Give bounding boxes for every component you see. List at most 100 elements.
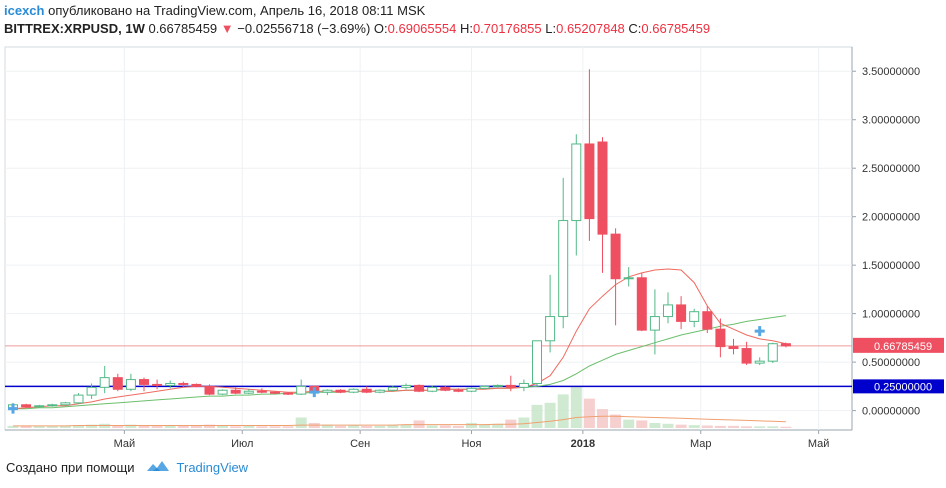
volume-bar — [7, 425, 19, 428]
current-price-label: 0.66785459 — [874, 341, 932, 353]
volume-bar — [728, 425, 739, 428]
volume-bar — [570, 386, 582, 428]
plot-frame — [4, 46, 853, 431]
high-label: H: — [459, 21, 473, 36]
volume-bar — [754, 426, 766, 428]
candle-up — [532, 340, 542, 384]
volume-bar — [662, 423, 674, 428]
volume-bar — [741, 426, 753, 428]
candlestick-chart[interactable]: 3.50000000 3.00000000 2.50000000 2.00000000… — [0, 42, 946, 456]
candle-up — [663, 304, 673, 318]
candle-down — [414, 384, 425, 392]
candle-down — [283, 392, 294, 395]
candle-down — [505, 384, 516, 388]
x-tick-label: Май — [808, 438, 830, 450]
volume-bar — [33, 426, 45, 428]
candle-down — [256, 390, 267, 393]
support-price-tag — [853, 379, 944, 394]
footer: Создано при помощи TradingView — [6, 458, 248, 477]
volume-bar — [583, 398, 595, 428]
volume-bar — [466, 422, 477, 428]
ma-fast-line — [12, 268, 787, 410]
volume-bar — [701, 425, 713, 428]
down-arrow-icon: ▼ — [220, 21, 234, 36]
candle-down — [230, 389, 241, 394]
candle-down — [335, 389, 346, 393]
candle-down — [21, 404, 32, 408]
candle-down — [112, 377, 123, 390]
low-value: 0.65207848 — [556, 21, 625, 36]
candle-up — [427, 386, 438, 392]
y-tick-label: 2.00000000 — [862, 212, 920, 224]
volume-bar — [151, 425, 163, 428]
volume-bar — [243, 425, 255, 428]
support-price-label: 0.25000000 — [874, 381, 932, 393]
candle-up — [767, 343, 778, 362]
candle-up — [296, 385, 307, 395]
high-value: 0.70176855 — [472, 21, 542, 36]
candle-up — [34, 405, 45, 408]
candle-down — [204, 385, 215, 395]
low-label: L: — [545, 21, 557, 36]
volume-bar — [688, 425, 700, 428]
candle-down — [610, 233, 621, 280]
candle-up — [387, 386, 398, 391]
volume-bar — [46, 426, 58, 428]
candle-up — [322, 389, 333, 393]
candle-down — [780, 343, 791, 347]
volume-bar — [282, 426, 294, 428]
signal-marker-icon — [8, 403, 18, 414]
y-tick-label: 1.50000000 — [862, 260, 920, 272]
volume-bar — [649, 422, 661, 428]
volume-bar — [597, 409, 608, 428]
x-tick-label: Май — [114, 438, 136, 450]
candle-up — [86, 386, 97, 396]
candle-down — [440, 386, 451, 391]
symbol-line: BITTREX:XRPUSD, 1W 0.66785459 ▼ −0.02556… — [4, 21, 710, 36]
volume-bar — [230, 426, 242, 428]
candle-down — [361, 388, 372, 393]
volume-bar — [164, 425, 176, 428]
x-tick-label: Июл — [231, 438, 253, 450]
signal-marker-icon — [309, 387, 320, 398]
candle-up — [73, 394, 84, 404]
volume-bar — [714, 425, 726, 428]
volume-bar — [269, 426, 281, 428]
candle-up — [571, 143, 582, 222]
volume-bar — [439, 425, 451, 428]
candle-down — [584, 143, 595, 220]
close-label: C: — [628, 21, 642, 36]
volume-bar — [86, 424, 98, 428]
volume-bar — [59, 425, 71, 428]
candle-down — [191, 383, 202, 387]
candle-up — [243, 390, 254, 394]
candle-down — [728, 346, 739, 350]
volume-bar — [112, 425, 124, 428]
volume-bar — [138, 425, 150, 428]
volume-bar — [636, 420, 648, 428]
volume-bar — [295, 417, 307, 428]
created-with-text: Создано при помощи — [6, 460, 135, 475]
author-name[interactable]: icexch — [4, 3, 45, 18]
y-tick-label: 0.50000000 — [862, 357, 920, 369]
candle-down — [270, 391, 280, 394]
symbol-label: BITTREX:XRPUSD, 1W — [4, 21, 145, 36]
candle-down — [741, 348, 752, 364]
close-value: 0.66785459 — [641, 21, 711, 36]
volume-bar — [479, 424, 491, 428]
volume-bar — [190, 425, 202, 428]
candle-up — [649, 316, 660, 331]
candle-up — [466, 387, 477, 392]
volume-bar — [780, 426, 792, 428]
signal-marker-icon — [754, 326, 765, 337]
candle-down — [702, 311, 713, 330]
tradingview-cloud-icon[interactable] — [145, 458, 171, 477]
tradingview-link[interactable]: TradingView — [176, 460, 249, 475]
volume-bar — [387, 425, 399, 428]
volume-bar — [256, 426, 268, 428]
candle-up — [545, 316, 556, 342]
volume-bar — [204, 424, 215, 428]
chart-area[interactable]: 3.50000000 3.00000000 2.50000000 2.00000000… — [0, 42, 946, 456]
volume-bar — [217, 425, 229, 428]
candle-up — [165, 382, 176, 386]
